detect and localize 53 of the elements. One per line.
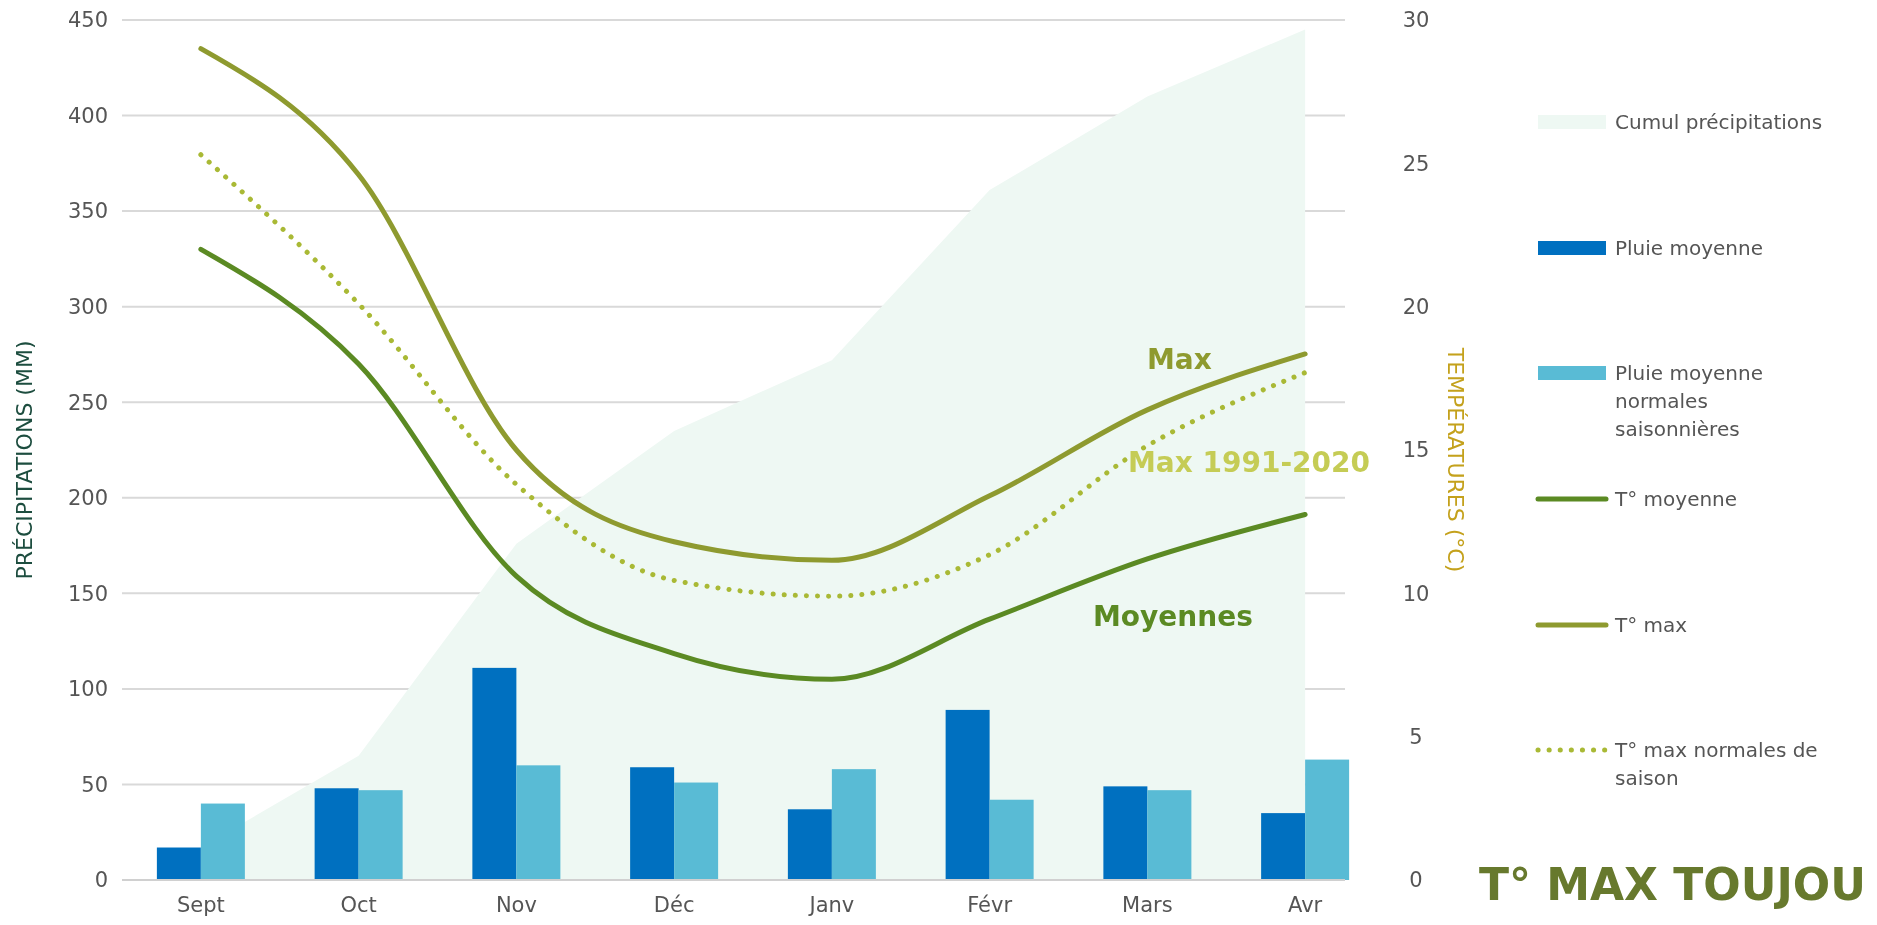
x-tick-label: Déc <box>653 893 695 917</box>
y-tick-label: 200 <box>67 486 108 511</box>
y-tick-label: 350 <box>67 199 108 224</box>
y2-axis-title: TEMPÉRATURES (°C) <box>1443 346 1468 573</box>
y2-tick-label: 25 <box>1402 151 1430 176</box>
x-tick-label: Mars <box>1122 893 1173 917</box>
bar <box>200 803 245 880</box>
legend-label: T° max <box>1614 613 1688 637</box>
annotation: Moyennes <box>1093 599 1253 633</box>
bar <box>1147 790 1192 880</box>
y2-tick-label: 0 <box>1409 868 1423 893</box>
x-tick-label: Oct <box>340 893 377 917</box>
y2-tick-label: 30 <box>1402 8 1430 33</box>
y-tick-label: 100 <box>67 677 108 702</box>
bar <box>472 667 517 880</box>
annotation: Max <box>1147 342 1212 376</box>
y-axis-title: PRÉCIPITATIONS (MM) <box>12 340 37 580</box>
bar <box>674 782 719 880</box>
y2-tick-label: 20 <box>1402 295 1430 320</box>
y-tick-label: 450 <box>67 8 108 33</box>
bar <box>630 767 675 880</box>
y-tick-label: 250 <box>67 390 108 415</box>
bar <box>831 769 876 880</box>
legend-label: T° max normales de saison <box>1614 738 1818 790</box>
bar <box>945 709 990 880</box>
text: T° MAX TOUJOU <box>1478 859 1866 910</box>
bar <box>989 799 1034 880</box>
y2-tick-label: 5 <box>1409 725 1423 750</box>
bar <box>787 809 832 880</box>
annotation: Max 1991-2020 <box>1128 445 1371 479</box>
x-tick-label: Avr <box>1288 893 1323 917</box>
x-tick-label: Janv <box>807 893 855 917</box>
y-tick-label: 0 <box>94 868 108 893</box>
y-tick-label: 50 <box>81 772 108 797</box>
bar <box>516 765 561 880</box>
x-tick-label: Sept <box>176 893 225 917</box>
y2-tick-label: 15 <box>1402 438 1430 463</box>
bar <box>358 790 403 880</box>
legend-label: Pluie moyenne <box>1615 236 1764 260</box>
legend-label: T° moyenne <box>1614 487 1738 511</box>
legend-label: Cumul précipitations <box>1615 110 1823 134</box>
bar <box>314 788 359 880</box>
y-tick-label: 300 <box>67 295 108 320</box>
bar <box>156 847 201 880</box>
y-tick-label: 150 <box>67 581 108 606</box>
bar <box>1261 813 1306 880</box>
legend-label: Pluie moyenne normales saisonnières <box>1615 361 1764 441</box>
x-tick-label: Nov <box>495 893 537 917</box>
x-tick-label: Févr <box>967 893 1013 917</box>
y2-tick-label: 10 <box>1402 581 1430 606</box>
bar <box>1305 759 1350 880</box>
y-tick-label: 400 <box>67 103 108 128</box>
bar <box>1103 786 1148 880</box>
